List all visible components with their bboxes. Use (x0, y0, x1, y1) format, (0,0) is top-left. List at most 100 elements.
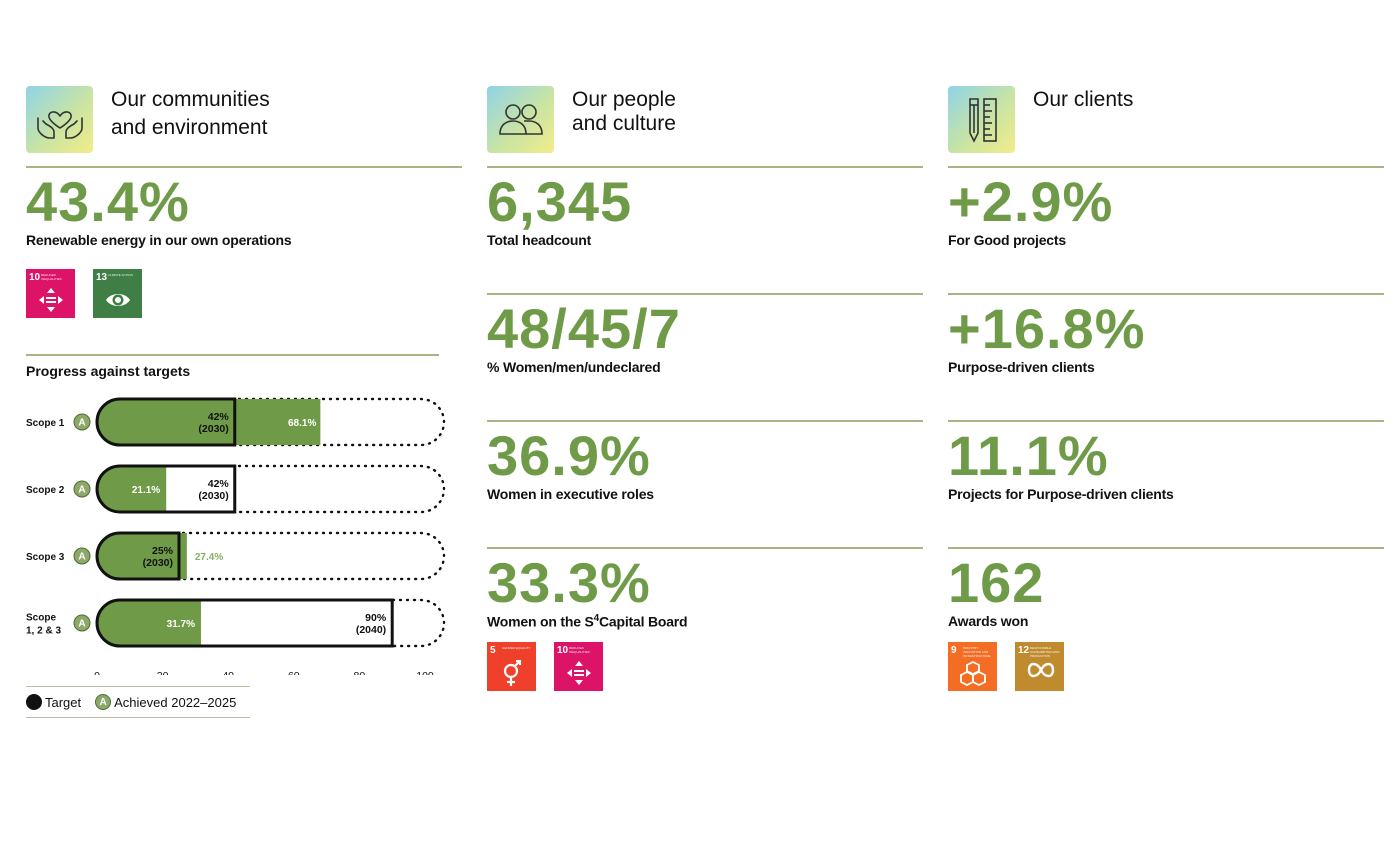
badge-letter: A (78, 619, 85, 630)
equality-arrows-icon (567, 661, 591, 685)
metric-value: 36.9% (487, 424, 651, 487)
scale-outline (118, 397, 446, 447)
metric-label: Renewable energy in our own operations (26, 232, 292, 248)
target-bar (95, 464, 237, 514)
achieved-label: 68.1% (288, 418, 316, 429)
sdg-number: 13 (96, 272, 108, 283)
equality-arrows-icon (39, 288, 63, 312)
sdg-13-badge: 13 Climate Action (93, 269, 142, 318)
category-label: Scope 1 (26, 418, 65, 429)
achieved-bar (97, 533, 187, 579)
label-sup: 4 (593, 613, 600, 624)
achieved-badge-icon: A (95, 694, 112, 710)
category-label: Scope 2 (26, 485, 65, 496)
clients-column: Our clients +2.9% For Good projects +16.… (948, 86, 1384, 674)
achieved-label: 31.7% (167, 619, 195, 630)
divider (948, 293, 1384, 295)
metric-label: Purpose-driven clients (948, 359, 1095, 375)
category-label: 1, 2 & 3 (26, 626, 61, 637)
badge-letter: A (78, 552, 85, 563)
women-board-metric: 33.3% Women on the S4Capital Board (487, 549, 923, 674)
sdg-9-badge: 9 Industry, Innovation and Infrastructur… (948, 642, 997, 691)
communities-header: Our communities and environment (26, 86, 462, 154)
purpose-projects-metric: 11.1% Projects for Purpose-driven client… (948, 422, 1384, 547)
sdg-number: 9 (951, 645, 957, 656)
clients-title: Our clients (1033, 86, 1133, 114)
people-title-line2: and culture (572, 112, 676, 135)
metric-label: Projects for Purpose-driven clients (948, 486, 1174, 502)
women-exec-metric: 36.9% Women in executive roles (487, 422, 923, 547)
sdg-number: 12 (1018, 645, 1030, 656)
sdg-number: 10 (557, 645, 569, 656)
communities-sdg-row: 10 Reduced Inequalities 13 Climate Actio… (26, 269, 142, 318)
communities-title-line2: and environment (111, 116, 268, 139)
cubes-icon (960, 660, 986, 686)
category-label: Scope 3 (26, 552, 65, 563)
target-label: (2030) (143, 557, 173, 569)
target-bar (95, 397, 237, 447)
metric-label: Awards won (948, 613, 1029, 629)
divider (487, 420, 923, 422)
metric-label: Women on the S4Capital Board (487, 613, 688, 630)
x-tick-label: 80 (354, 670, 366, 675)
metric-value: 33.3% (487, 551, 651, 614)
people-icon (487, 86, 554, 153)
achieved-badge-icon (73, 413, 91, 431)
sdg-text: Gender Equality (502, 646, 531, 650)
people-title: Our people and culture (572, 86, 676, 138)
progress-chart: Scope 1 A 42%(2030) 68.1%Scope 2 A 42%(2030)2… (26, 397, 446, 675)
gender-icon (503, 660, 522, 686)
metric-value: 162 (948, 551, 1045, 614)
x-tick-label: 20 (157, 670, 169, 675)
target-bar (95, 598, 394, 648)
metric-value: 6,345 (487, 170, 633, 233)
label-part: Women on the S (487, 613, 594, 630)
target-dot-icon (26, 694, 42, 710)
people-sdg-row: 5 Gender Equality 10 Reduced Inequalitie… (487, 642, 603, 691)
metric-value: 48/45/7 (487, 297, 681, 360)
metric-value: +16.8% (948, 297, 1146, 360)
divider (487, 293, 923, 295)
awards-metric: 162 Awards won (948, 549, 1384, 674)
infinity-icon (1027, 662, 1055, 678)
divider (948, 420, 1384, 422)
target-label: 90% (365, 612, 387, 624)
clients-header: Our clients (948, 86, 1384, 154)
metric-label: % Women/men/undeclared (487, 359, 661, 375)
sdg-text: Industry, Innovation and Infrastructure (963, 646, 991, 658)
target-label: (2030) (198, 423, 228, 435)
target-label: 42% (208, 411, 230, 423)
sdg-text: Reduced Inequalities (41, 273, 62, 281)
target-label: 25% (152, 545, 174, 557)
chart-legend: Target A Achieved 2022–2025 (26, 686, 250, 718)
badge-letter: A (78, 418, 85, 429)
clients-title-line1: Our clients (1033, 88, 1134, 111)
achieved-bar (97, 399, 321, 445)
pencil-ruler-icon (948, 86, 1015, 153)
target-label: 42% (208, 478, 230, 490)
sdg-text: Responsible Consumption and Production (1030, 646, 1060, 658)
x-tick-label: 60 (288, 670, 300, 675)
target-bar (95, 531, 181, 581)
sdg-5-badge: 5 Gender Equality (487, 642, 536, 691)
communities-title-line1: Our communities (111, 88, 270, 111)
sdg-number: 5 (490, 645, 496, 656)
category-label: Scope (26, 613, 56, 624)
sdg-12-badge: 12 Responsible Consumption and Productio… (1015, 642, 1064, 691)
renewable-metric: 43.4% Renewable energy in our own operat… (26, 168, 462, 293)
legend-target: Target (26, 694, 81, 710)
divider (26, 166, 462, 168)
progress-divider (26, 354, 439, 356)
scale-outline (118, 531, 446, 581)
metric-value: 11.1% (948, 424, 1109, 487)
sdg-text: Climate Action (108, 273, 133, 277)
progress-title: Progress against targets (26, 363, 191, 379)
sdg-number: 10 (29, 272, 41, 283)
achieved-badge-icon (73, 480, 91, 498)
achieved-label: 27.4% (195, 552, 223, 563)
divider (948, 547, 1384, 549)
for-good-metric: +2.9% For Good projects (948, 168, 1384, 293)
scale-outline (118, 464, 446, 514)
metric-value: +2.9% (948, 170, 1114, 233)
legend-target-label: Target (45, 694, 82, 710)
